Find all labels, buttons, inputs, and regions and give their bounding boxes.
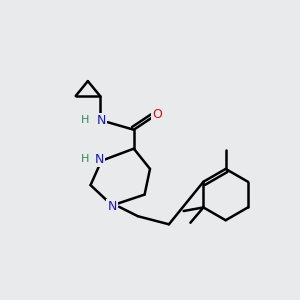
Text: O: O [152,108,162,121]
Text: N: N [107,200,117,213]
Text: H: H [81,154,89,164]
Text: H: H [81,115,89,125]
Text: N: N [94,153,104,166]
Text: N: N [97,114,106,127]
